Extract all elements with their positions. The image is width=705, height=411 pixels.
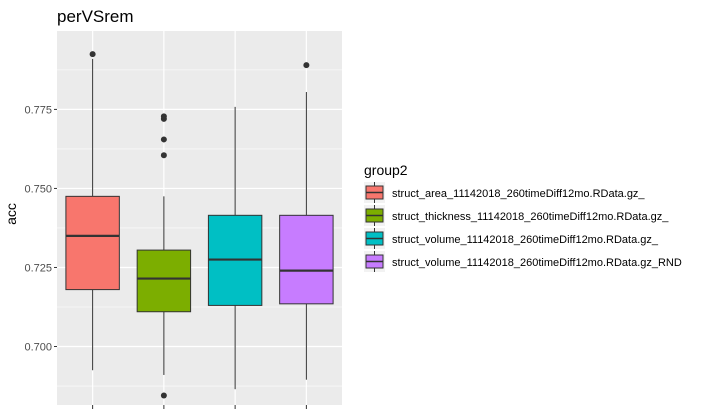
legend-item: struct_area_11142018_260timeDiff12mo.RDa… xyxy=(364,182,645,203)
y-tick-label: 0.750 xyxy=(24,183,52,195)
legend: group2 struct_area_11142018_260timeDiff1… xyxy=(364,162,682,272)
outlier-point xyxy=(160,392,167,399)
legend-label: struct_volume_11142018_260timeDiff12mo.R… xyxy=(392,257,682,269)
y-tick-label: 0.725 xyxy=(24,262,52,274)
box-iqr xyxy=(136,249,192,313)
legend-item: struct_volume_11142018_260timeDiff12mo.R… xyxy=(364,228,659,249)
box-group xyxy=(65,51,120,371)
y-tick-label: 0.700 xyxy=(24,342,52,354)
y-axis-title: acc xyxy=(3,203,19,225)
legend-title: group2 xyxy=(364,162,408,178)
outlier-point xyxy=(160,152,167,159)
legend-label: struct_volume_11142018_260timeDiff12mo.R… xyxy=(392,234,659,246)
legend-label: struct_area_11142018_260timeDiff12mo.RDa… xyxy=(392,188,645,200)
box-group xyxy=(136,113,192,399)
axes: 0.700 0.725 0.750 0.775 xyxy=(24,104,307,409)
legend-label: struct_thickness_11142018_260timeDiff12m… xyxy=(392,211,669,223)
outlier-point xyxy=(303,62,310,69)
legend-item: struct_thickness_11142018_260timeDiff12m… xyxy=(364,205,669,226)
legend-item: struct_volume_11142018_260timeDiff12mo.R… xyxy=(364,251,682,272)
outlier-point xyxy=(160,136,167,143)
box-group xyxy=(207,106,263,390)
box-iqr xyxy=(65,195,120,291)
outlier-point xyxy=(160,113,167,120)
chart-title: perVSrem xyxy=(57,7,134,26)
y-tick-label: 0.775 xyxy=(24,104,52,116)
outlier-point xyxy=(89,51,96,58)
box-group xyxy=(279,62,334,380)
boxes xyxy=(65,51,334,399)
box-iqr xyxy=(279,214,334,305)
